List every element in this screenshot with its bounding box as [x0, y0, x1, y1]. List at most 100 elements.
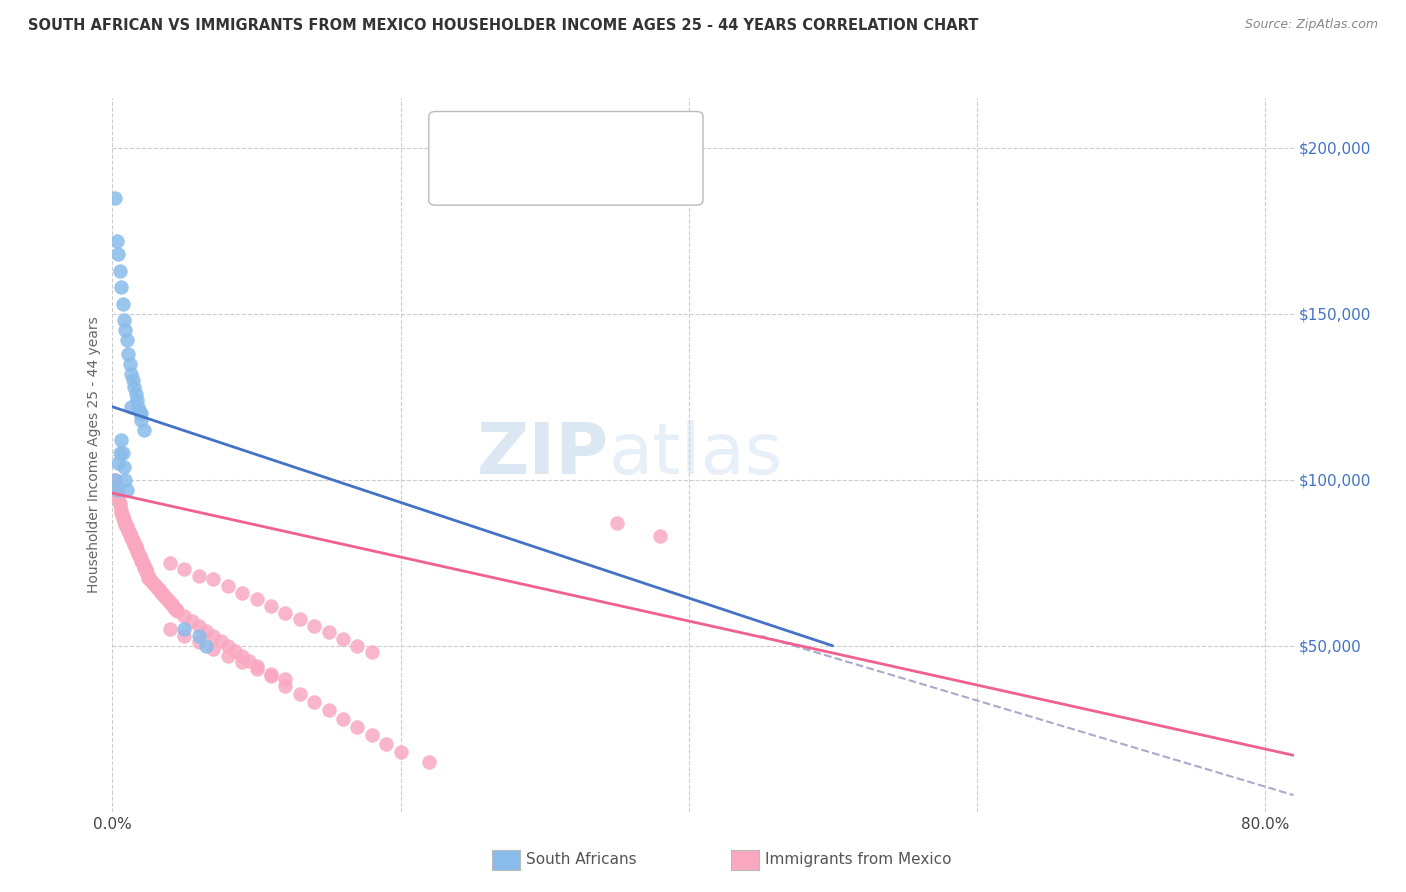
- Point: [127, 546, 149, 560]
- Point: [104, 473, 127, 487]
- Point: [159, 596, 181, 610]
- Point: [112, 513, 135, 527]
- Point: [302, 619, 325, 633]
- Point: [332, 712, 354, 726]
- Point: [149, 584, 172, 599]
- Point: [152, 587, 174, 601]
- Text: N =  21: N = 21: [586, 136, 648, 151]
- Point: [245, 592, 267, 607]
- Point: [150, 585, 173, 599]
- Point: [111, 446, 134, 460]
- Point: [166, 604, 188, 618]
- Point: [112, 514, 135, 528]
- Point: [224, 644, 246, 658]
- Point: [134, 423, 156, 437]
- Point: [108, 446, 131, 460]
- Point: [231, 648, 253, 663]
- Point: [124, 539, 146, 553]
- Point: [202, 629, 225, 643]
- Point: [143, 577, 166, 591]
- Point: [274, 606, 297, 620]
- Point: [302, 695, 325, 709]
- Point: [128, 550, 150, 565]
- Point: [107, 247, 129, 261]
- Point: [111, 509, 134, 524]
- Point: [105, 234, 128, 248]
- Y-axis label: Householder Income Ages 25 - 44 years: Householder Income Ages 25 - 44 years: [87, 317, 101, 593]
- Point: [606, 516, 628, 530]
- Point: [173, 629, 195, 643]
- Point: [209, 633, 232, 648]
- Point: [160, 597, 183, 611]
- Point: [217, 648, 239, 663]
- Point: [187, 629, 209, 643]
- Text: Source: ZipAtlas.com: Source: ZipAtlas.com: [1244, 18, 1378, 31]
- Point: [217, 579, 239, 593]
- Point: [105, 483, 128, 497]
- Point: [274, 679, 297, 693]
- Text: N = 109: N = 109: [586, 169, 654, 185]
- Point: [117, 347, 139, 361]
- Point: [135, 564, 157, 578]
- Point: [260, 599, 283, 613]
- Point: [163, 600, 186, 615]
- Point: [125, 544, 148, 558]
- Point: [120, 367, 142, 381]
- Point: [104, 473, 127, 487]
- Point: [141, 574, 163, 588]
- Point: [136, 566, 159, 580]
- Point: [122, 537, 145, 551]
- Point: [121, 533, 143, 547]
- Text: Immigrants from Mexico: Immigrants from Mexico: [765, 853, 952, 867]
- Text: atlas: atlas: [609, 420, 783, 490]
- Point: [346, 720, 368, 734]
- Point: [195, 624, 218, 638]
- Point: [122, 536, 145, 550]
- Point: [332, 632, 354, 647]
- Point: [187, 619, 209, 633]
- Point: [132, 556, 155, 570]
- Point: [180, 614, 202, 628]
- Point: [127, 400, 149, 414]
- Point: [389, 745, 412, 759]
- Point: [288, 612, 311, 626]
- Point: [146, 581, 169, 595]
- Text: South Africans: South Africans: [526, 853, 637, 867]
- Point: [129, 552, 152, 566]
- Point: [104, 191, 127, 205]
- Point: [107, 456, 129, 470]
- Point: [418, 755, 440, 769]
- Point: [360, 728, 382, 742]
- Point: [120, 529, 142, 543]
- Point: [112, 313, 135, 327]
- Point: [195, 639, 218, 653]
- Point: [124, 541, 146, 555]
- Text: R = -0.833: R = -0.833: [474, 169, 564, 185]
- Point: [104, 479, 127, 493]
- Point: [159, 622, 181, 636]
- Point: [153, 589, 176, 603]
- Point: [124, 386, 146, 401]
- Point: [118, 525, 141, 540]
- Point: [155, 591, 177, 605]
- Point: [128, 549, 150, 563]
- Point: [187, 635, 209, 649]
- Point: [125, 542, 148, 557]
- Point: [114, 516, 136, 530]
- Point: [136, 567, 159, 582]
- Point: [148, 582, 170, 597]
- Point: [125, 393, 148, 408]
- Point: [231, 656, 253, 670]
- Point: [115, 483, 138, 497]
- Point: [173, 608, 195, 623]
- Point: [318, 704, 340, 718]
- Point: [118, 527, 141, 541]
- Text: R = -0.496: R = -0.496: [474, 136, 564, 151]
- Point: [245, 658, 267, 673]
- Point: [107, 490, 129, 504]
- Point: [231, 585, 253, 599]
- Point: [115, 521, 138, 535]
- Point: [122, 380, 145, 394]
- Point: [375, 737, 398, 751]
- Point: [145, 579, 167, 593]
